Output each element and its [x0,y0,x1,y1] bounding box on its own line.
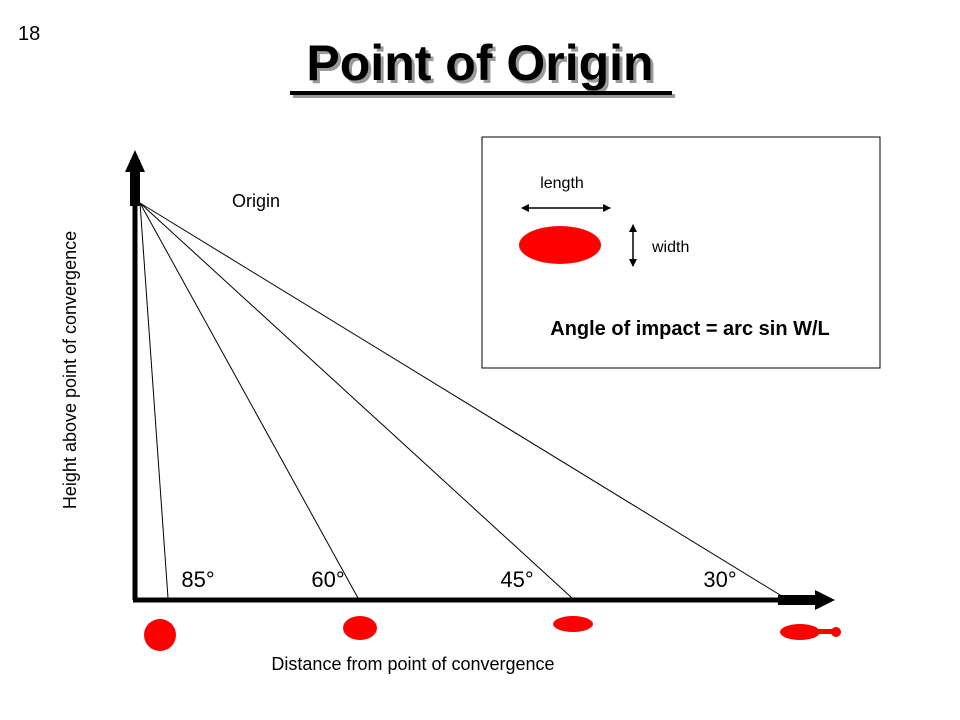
x-axis-arrowhead [815,590,835,610]
trajectory-line [139,202,786,599]
drop-body [780,624,820,640]
title-shadow: Point of Origin [309,38,656,94]
x-axis-label: Distance from point of convergence [271,654,554,674]
angle-label: 30° [703,567,736,592]
formula: Angle of impact = arc sin W/L [550,318,830,340]
blood-drop [144,619,176,651]
blood-drop [553,616,593,632]
slide-number: 18 [18,23,40,45]
angle-label: 85° [181,567,214,592]
blood-drop-elongated [780,624,841,640]
origin-label: Origin [232,191,280,211]
y-axis-label: Height above point of convergence [60,231,80,509]
x-axis-thick-end [778,595,818,605]
blood-drop [343,616,377,640]
trajectory-line [139,202,359,599]
angle-label: 45° [500,567,533,592]
width-label: width [651,239,689,256]
sample-drop [519,226,601,264]
trajectories [139,202,786,599]
origin-height-bar [130,160,140,206]
drop-tip [831,627,841,637]
drop-tail [815,629,835,634]
length-label: length [540,175,584,192]
trajectory-line [139,202,169,599]
angle-label: 60° [311,567,344,592]
title-group: Point of Origin Point of Origin [290,35,675,98]
title: Point of Origin [306,35,653,91]
trajectory-line [139,202,573,599]
